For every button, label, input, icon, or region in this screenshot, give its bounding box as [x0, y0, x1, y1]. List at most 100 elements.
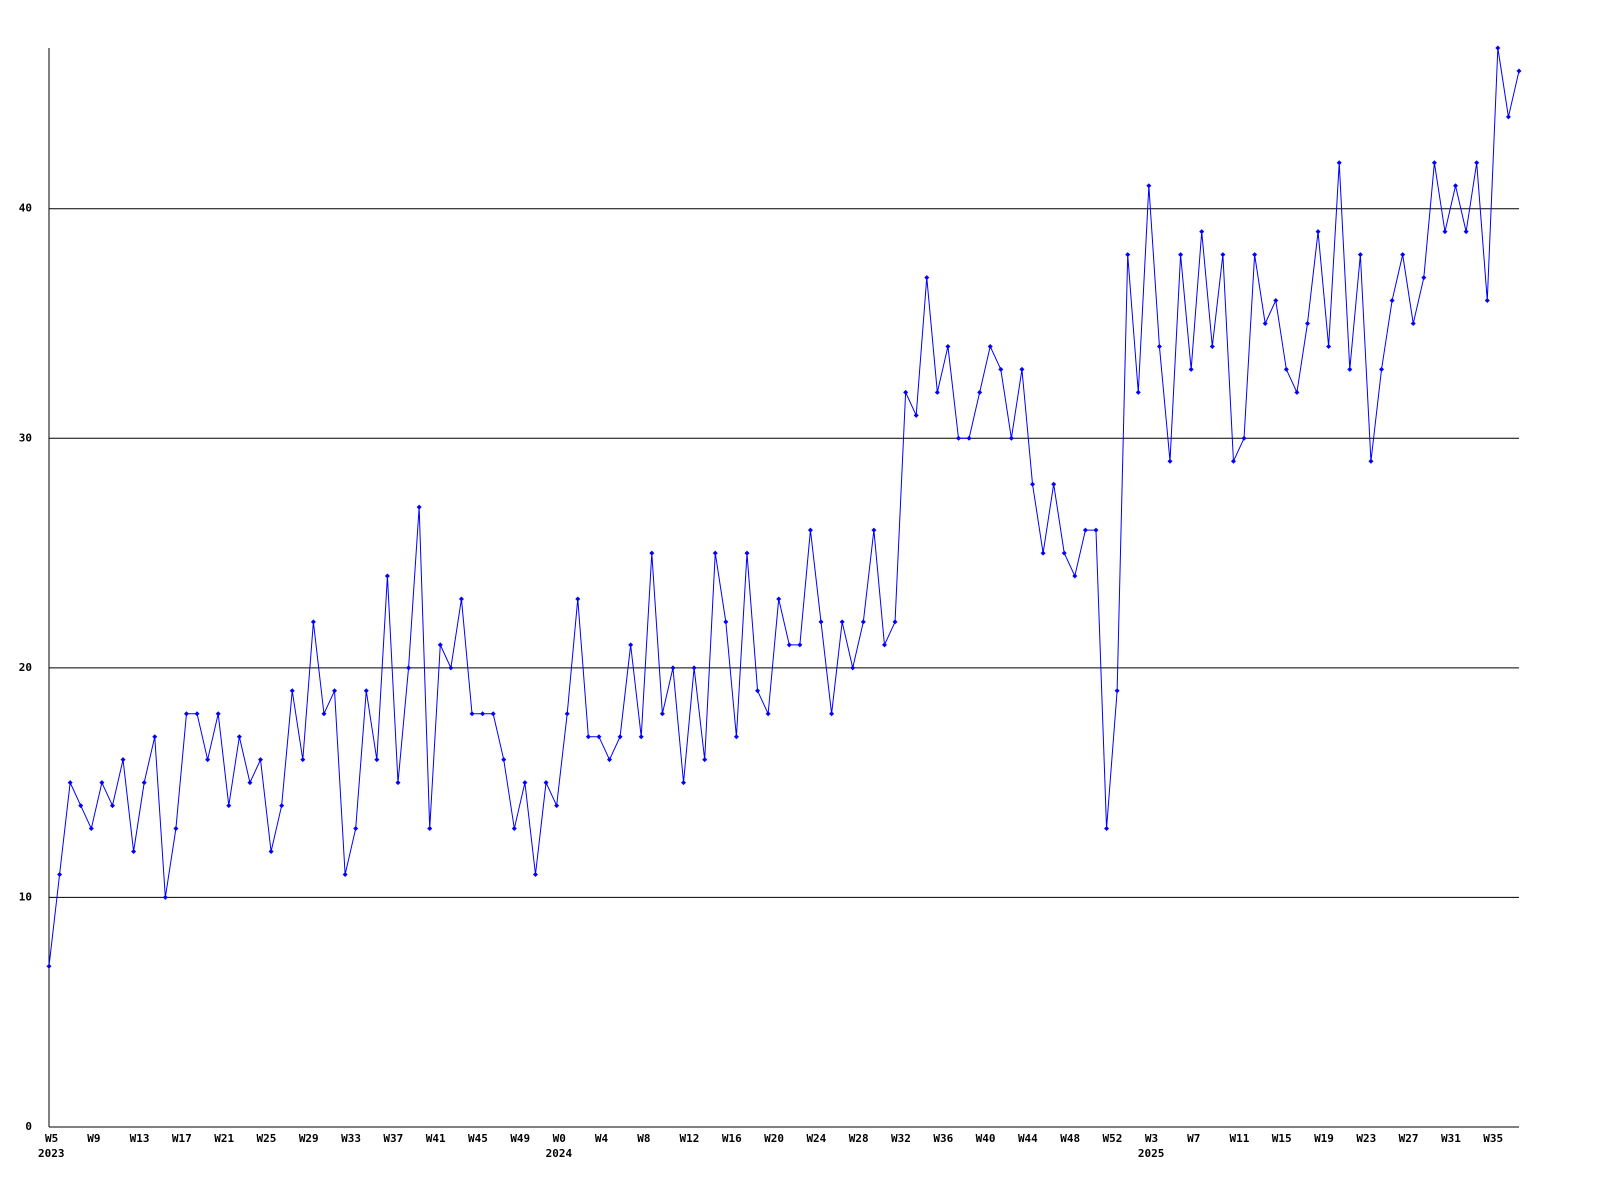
x-tick-label: W17 — [172, 1132, 192, 1145]
data-point — [765, 711, 771, 717]
x-year-label: 2024 — [546, 1147, 573, 1160]
y-tick-label: 40 — [19, 202, 32, 215]
data-point — [1125, 252, 1131, 258]
data-point — [1315, 229, 1321, 235]
data-point — [173, 826, 179, 832]
data-point — [215, 711, 221, 717]
data-point — [99, 780, 105, 786]
x-tick-label: W27 — [1399, 1132, 1419, 1145]
x-tick-label: W11 — [1229, 1132, 1249, 1145]
data-point — [522, 780, 528, 786]
x-tick-label: W20 — [764, 1132, 784, 1145]
data-point — [205, 757, 211, 763]
x-tick-label: W21 — [214, 1132, 234, 1145]
data-point — [670, 665, 676, 671]
data-point — [395, 780, 401, 786]
x-tick-label: W48 — [1060, 1132, 1080, 1145]
data-point — [1463, 229, 1469, 235]
data-point — [955, 435, 961, 441]
data-point — [1326, 343, 1332, 349]
x-tick-label: W19 — [1314, 1132, 1334, 1145]
data-point — [1061, 550, 1067, 556]
data-point — [437, 642, 443, 648]
data-point — [585, 734, 591, 740]
data-point — [850, 665, 856, 671]
data-point — [427, 826, 433, 832]
data-point — [987, 343, 993, 349]
x-tick-label: W8 — [637, 1132, 650, 1145]
data-point — [1188, 366, 1194, 372]
x-tick-label: W37 — [383, 1132, 403, 1145]
data-point — [1252, 252, 1258, 258]
x-tick-label: W32 — [891, 1132, 911, 1145]
data-line — [48, 47, 1520, 967]
data-point — [469, 711, 475, 717]
data-point — [1442, 229, 1448, 235]
data-point — [141, 780, 147, 786]
data-point — [1357, 252, 1363, 258]
data-point — [321, 711, 327, 717]
data-point — [226, 803, 232, 809]
data-point — [1135, 389, 1141, 395]
data-point — [384, 573, 390, 579]
data-point — [289, 688, 295, 694]
x-tick-label: W9 — [87, 1132, 100, 1145]
x-tick-label: W24 — [806, 1132, 826, 1145]
data-point — [1209, 343, 1215, 349]
data-point — [268, 849, 274, 855]
data-point — [1336, 160, 1342, 166]
data-point — [162, 894, 168, 900]
data-point — [723, 619, 729, 625]
data-point — [88, 826, 94, 832]
data-point — [998, 366, 1004, 372]
data-point — [416, 504, 422, 510]
data-point — [342, 871, 348, 877]
x-tick-label: W44 — [1018, 1132, 1038, 1145]
x-tick-label: W35 — [1483, 1132, 1503, 1145]
data-point — [1505, 114, 1511, 120]
data-point — [1030, 481, 1036, 487]
data-point — [1431, 160, 1437, 166]
data-point — [786, 642, 792, 648]
data-point — [659, 711, 665, 717]
data-point — [596, 734, 602, 740]
data-point — [1178, 252, 1184, 258]
data-point — [744, 550, 750, 556]
data-point — [374, 757, 380, 763]
data-point — [913, 412, 919, 418]
data-point — [247, 780, 253, 786]
data-point — [554, 803, 560, 809]
data-point — [776, 596, 782, 602]
data-point — [1104, 826, 1110, 832]
data-point — [1241, 435, 1247, 441]
data-point — [1051, 481, 1057, 487]
data-point — [279, 803, 285, 809]
data-point — [152, 734, 158, 740]
data-point — [1040, 550, 1046, 556]
data-point — [712, 550, 718, 556]
data-point — [691, 665, 697, 671]
x-tick-label: W13 — [130, 1132, 150, 1145]
data-point — [1093, 527, 1099, 533]
data-point — [1400, 252, 1406, 258]
x-tick-label: W41 — [426, 1132, 446, 1145]
y-tick-label: 30 — [19, 431, 32, 444]
data-point — [78, 803, 84, 809]
data-point — [860, 619, 866, 625]
data-point — [131, 849, 137, 855]
data-point — [1421, 275, 1427, 281]
data-point — [448, 665, 454, 671]
data-point — [353, 826, 359, 832]
data-point — [1389, 298, 1395, 304]
data-point — [480, 711, 486, 717]
data-point — [649, 550, 655, 556]
data-point — [363, 688, 369, 694]
data-point — [702, 757, 708, 763]
data-point — [1347, 366, 1353, 372]
x-year-label: 2023 — [38, 1147, 65, 1160]
y-tick-label: 10 — [19, 890, 32, 903]
data-point — [1453, 183, 1459, 189]
data-point — [120, 757, 126, 763]
data-point — [194, 711, 200, 717]
